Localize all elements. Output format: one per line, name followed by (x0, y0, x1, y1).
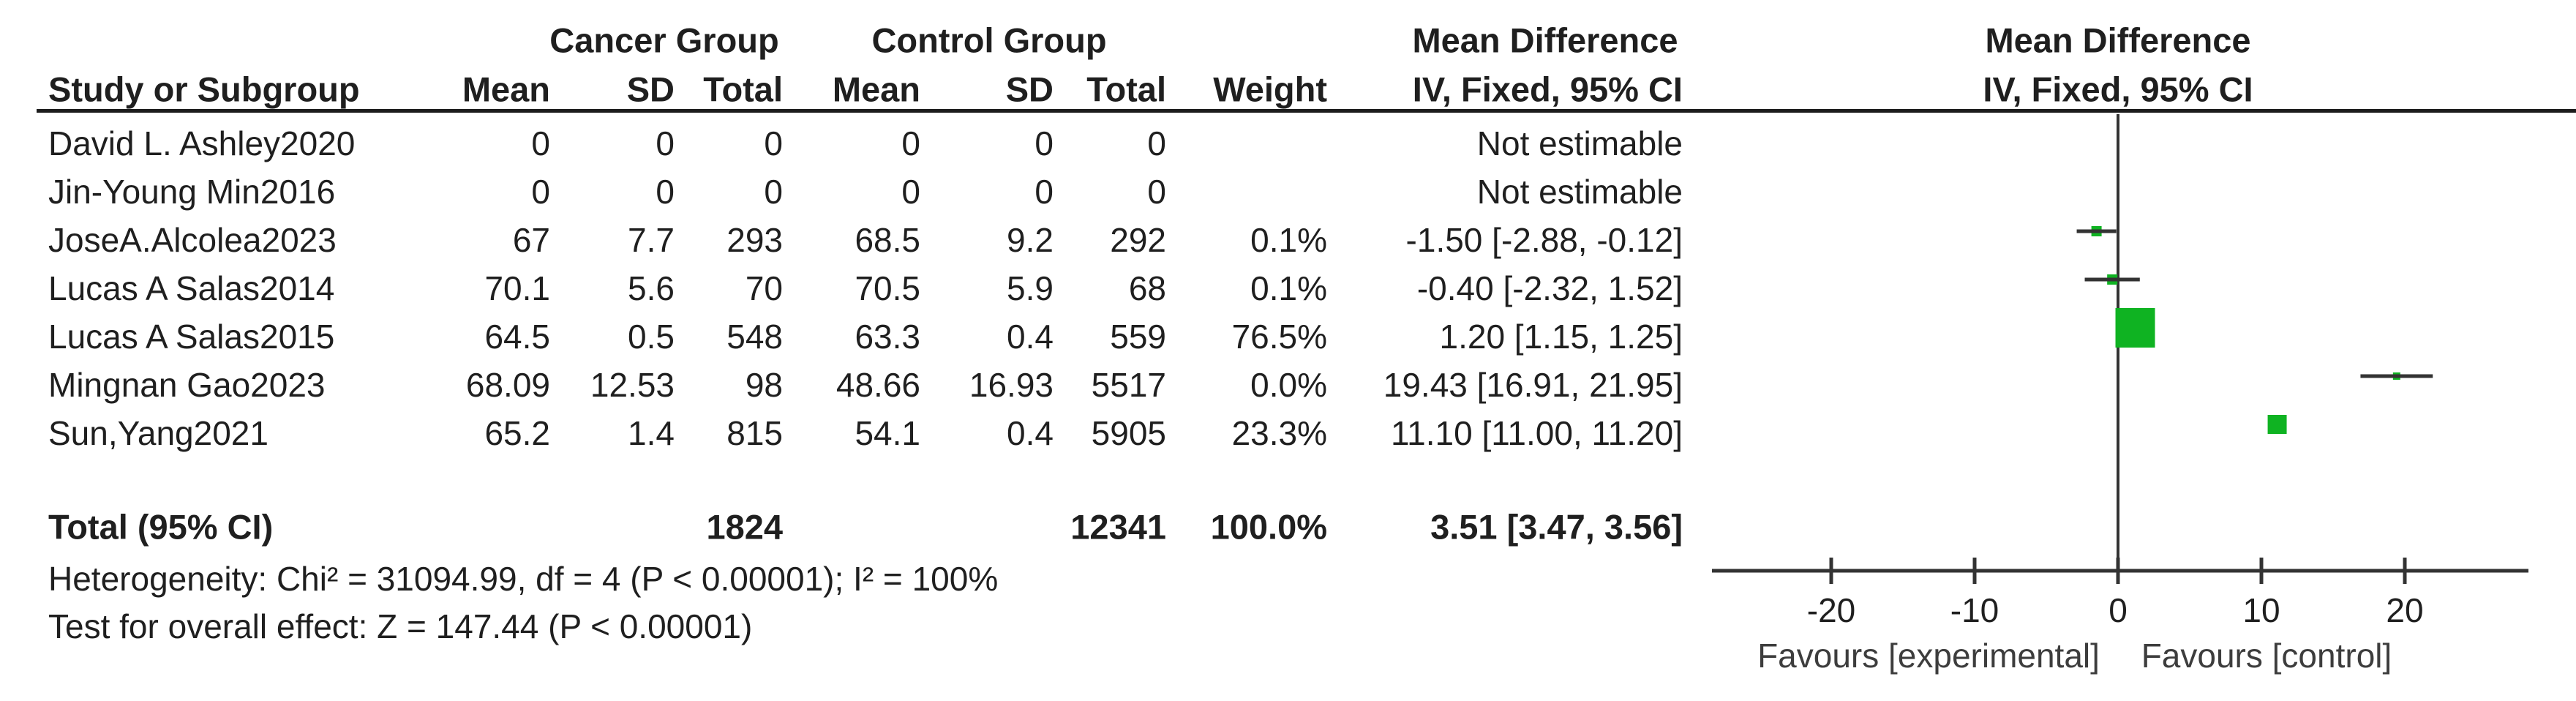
cell-total1: 293 (726, 221, 783, 259)
plot-method-header: IV, Fixed, 95% CI (1983, 70, 2253, 109)
group1-header: Cancer Group (549, 20, 779, 60)
cell-sd2: 0 (1034, 173, 1054, 211)
cell-total1: 815 (726, 414, 783, 452)
cell-mean1: 0 (531, 173, 550, 211)
cell-total1: 548 (726, 318, 783, 356)
cell-total2: 5905 (1091, 414, 1166, 452)
cell-mean2: 68.5 (855, 221, 920, 259)
cell-mean2: 48.66 (835, 366, 920, 404)
tick-label: -10 (1950, 591, 1999, 629)
study-name: Lucas A Salas2014 (48, 269, 335, 307)
cell-sd1: 12.53 (590, 366, 675, 404)
favours-left-label: Favours [experimental] (1757, 637, 2100, 675)
group1-total-header: Total (703, 70, 783, 109)
cell-mean1: 0 (531, 124, 550, 162)
study-name: David L. Ashley2020 (48, 124, 356, 162)
total-label: Total (95% CI) (48, 507, 274, 547)
cell-sd2: 5.9 (1007, 269, 1054, 307)
header-rule (37, 109, 2576, 113)
cell-total2: 68 (1128, 269, 1166, 307)
cell-total1: 0 (764, 124, 783, 162)
group2-header: Control Group (871, 20, 1107, 60)
cell-weight: 23.3% (1231, 414, 1327, 452)
effect-square (2115, 308, 2155, 348)
cell-mean2: 0 (901, 124, 920, 162)
cell-sd1: 1.4 (628, 414, 675, 452)
cell-weight: 0.1% (1250, 269, 1327, 307)
cell-total2: 559 (1110, 318, 1166, 356)
cell-sd2: 16.93 (969, 366, 1054, 404)
cell-mean1: 68.09 (465, 366, 550, 404)
tick-label: -20 (1807, 591, 1855, 629)
total-weight: 100.0% (1210, 507, 1327, 547)
cell-ci_text: Not estimable (1476, 124, 1683, 162)
cell-total2: 5517 (1091, 366, 1166, 404)
effect-column-title: Mean Difference (1412, 20, 1678, 60)
tick-label: 10 (2242, 591, 2280, 629)
cell-weight: 0.0% (1250, 366, 1327, 404)
total-group2-n: 12341 (1070, 507, 1166, 547)
cell-sd1: 0 (656, 173, 675, 211)
cell-mean1: 65.2 (484, 414, 550, 452)
effect-method-header: IV, Fixed, 95% CI (1412, 70, 1683, 109)
cell-total1: 98 (745, 366, 783, 404)
cell-mean2: 0 (901, 173, 920, 211)
group1-sd-header: SD (626, 70, 675, 109)
cell-ci_text: 19.43 [16.91, 21.95] (1383, 366, 1683, 404)
cell-sd2: 9.2 (1007, 221, 1054, 259)
total-group1-n: 1824 (706, 507, 783, 547)
cell-sd1: 7.7 (628, 221, 675, 259)
group2-sd-header: SD (1005, 70, 1054, 109)
cell-total2: 292 (1110, 221, 1166, 259)
cell-mean1: 64.5 (484, 318, 550, 356)
cell-sd1: 0.5 (628, 318, 675, 356)
plot-column-title: Mean Difference (1985, 20, 2251, 60)
study-name: Sun,Yang2021 (48, 414, 269, 452)
weight-column-header: Weight (1213, 70, 1327, 109)
cell-ci_text: -0.40 [-2.32, 1.52] (1416, 269, 1683, 307)
cell-sd1: 5.6 (628, 269, 675, 307)
cell-sd1: 0 (656, 124, 675, 162)
cell-total1: 0 (764, 173, 783, 211)
cell-sd2: 0.4 (1007, 318, 1054, 356)
cell-ci_text: -1.50 [-2.88, -0.12] (1405, 221, 1683, 259)
cell-ci_text: 1.20 [1.15, 1.25] (1439, 318, 1683, 356)
heterogeneity-text: Heterogeneity: Chi² = 31094.99, df = 4 (… (48, 560, 999, 598)
cell-total2: 0 (1147, 124, 1166, 162)
cell-weight: 76.5% (1231, 318, 1327, 356)
cell-sd2: 0.4 (1007, 414, 1054, 452)
group2-mean-header: Mean (832, 70, 920, 109)
total-ci: 3.51 [3.47, 3.56] (1430, 507, 1683, 547)
overall-effect-text: Test for overall effect: Z = 147.44 (P <… (48, 607, 753, 645)
effect-square (2267, 415, 2287, 434)
tick-label: 0 (2109, 591, 2128, 629)
cell-total1: 70 (745, 269, 783, 307)
group1-mean-header: Mean (462, 70, 550, 109)
favours-right-label: Favours [control] (2141, 637, 2392, 675)
cell-mean2: 54.1 (855, 414, 920, 452)
cell-ci_text: Not estimable (1476, 173, 1683, 211)
cell-ci_text: 11.10 [11.00, 11.20] (1391, 414, 1683, 452)
study-name: JoseA.Alcolea2023 (48, 221, 337, 259)
study-column-header: Study or Subgroup (48, 70, 360, 109)
cell-total2: 0 (1147, 173, 1166, 211)
cell-mean2: 63.3 (855, 318, 920, 356)
cell-sd2: 0 (1034, 124, 1054, 162)
study-name: Lucas A Salas2015 (48, 318, 335, 356)
tick-label: 20 (2386, 591, 2423, 629)
study-name: Mingnan Gao2023 (48, 366, 326, 404)
cell-mean2: 70.5 (855, 269, 920, 307)
group2-total-header: Total (1086, 70, 1166, 109)
cell-weight: 0.1% (1250, 221, 1327, 259)
cell-mean1: 70.1 (484, 269, 550, 307)
study-name: Jin-Young Min2016 (48, 173, 336, 211)
cell-mean1: 67 (512, 221, 550, 259)
